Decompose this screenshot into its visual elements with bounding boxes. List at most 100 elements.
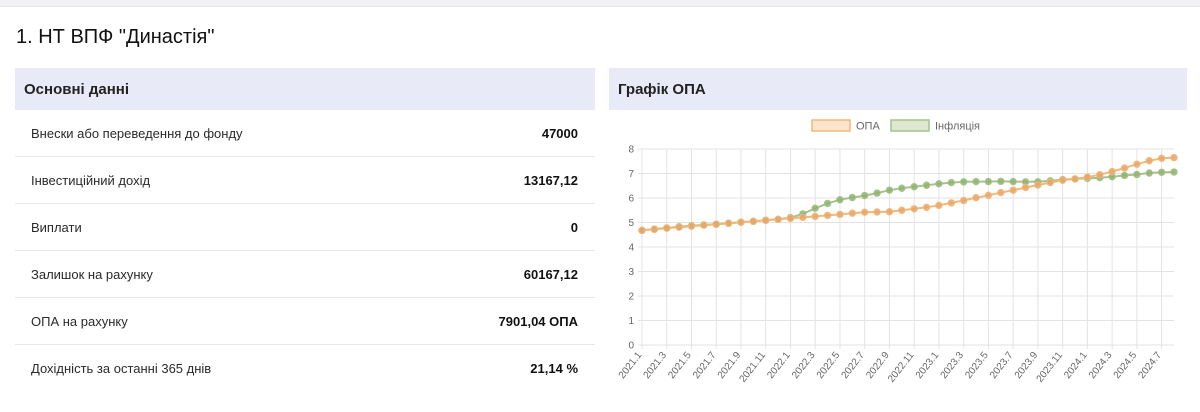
- main-info-header: Основні данні: [15, 68, 595, 110]
- y-tick-label: 8: [628, 145, 634, 156]
- x-tick-label: 2024.5: [1112, 350, 1140, 381]
- chart-panel-header: Графік ОПА: [609, 68, 1187, 110]
- info-row: Внески або переведення до фонду 47000: [15, 110, 595, 157]
- x-tick-label: 2024.7: [1136, 350, 1164, 381]
- opa-chart: 0 1 2 3 4 5 6 7 8 2021.1 2021.3 2021.5 2021.7 2021.9 2…: [609, 110, 1187, 407]
- data-point: [1071, 175, 1079, 183]
- data-point: [959, 196, 968, 205]
- info-row-label: Дохідність за останні 365 днів: [31, 360, 212, 376]
- data-point: [1083, 173, 1092, 181]
- legend-swatch: [811, 119, 851, 132]
- data-point: [947, 178, 956, 187]
- data-point: [910, 183, 918, 191]
- data-point: [724, 219, 733, 227]
- opa-chart-svg: 0123456782021.12021.32021.52021.72021.92…: [617, 119, 1178, 385]
- legend-label: ОПА: [856, 121, 880, 133]
- y-tick-label: 1: [628, 316, 634, 327]
- y-tick-label: 5: [628, 218, 634, 229]
- y-tick-label: 2: [628, 292, 634, 303]
- info-row: Виплати 0: [15, 204, 595, 251]
- data-point: [997, 177, 1005, 186]
- data-point: [848, 209, 857, 217]
- data-point: [1034, 181, 1042, 189]
- series-line-opa: [641, 156, 1175, 232]
- data-point: [799, 213, 807, 222]
- data-point: [935, 180, 943, 188]
- data-point: [811, 212, 819, 221]
- data-point: [650, 225, 659, 234]
- data-point: [700, 221, 708, 229]
- data-point: [1108, 167, 1116, 176]
- info-row-value: 13167,12: [523, 172, 578, 188]
- y-tick-label: 3: [628, 267, 634, 278]
- x-tick-label: 2021.5: [666, 350, 694, 381]
- x-tick-label: 2021.3: [642, 350, 670, 381]
- x-tick-label: 2022.7: [840, 350, 868, 381]
- data-point: [984, 177, 993, 186]
- data-point: [984, 191, 993, 200]
- data-point: [1133, 160, 1141, 168]
- data-point: [922, 181, 931, 189]
- data-point: [762, 216, 770, 224]
- data-point: [836, 196, 844, 204]
- data-point: [860, 208, 869, 216]
- data-point: [811, 204, 819, 212]
- data-point: [1157, 168, 1166, 176]
- data-point: [885, 208, 894, 216]
- info-row-label: Внески або переведення до фонду: [31, 125, 243, 141]
- legend-swatch: [890, 119, 930, 132]
- x-tick-label: 2024.1: [1062, 350, 1090, 381]
- info-row: Інвестиційний дохід 13167,12: [15, 157, 595, 204]
- data-point: [1009, 177, 1017, 186]
- x-tick-label: 2022.1: [765, 350, 793, 381]
- info-row-label: Виплати: [31, 219, 82, 235]
- data-point: [1046, 178, 1054, 187]
- data-point: [638, 226, 646, 235]
- info-row-value: 21,14 %: [530, 360, 578, 376]
- x-tick-label: 2023.7: [988, 350, 1016, 381]
- data-point: [836, 210, 844, 219]
- x-tick-label: 2024.3: [1087, 350, 1115, 381]
- main-info-panel: Основні данні Внески або переведення до …: [15, 68, 595, 391]
- data-point: [1009, 186, 1017, 194]
- y-tick-label: 6: [628, 194, 634, 205]
- x-tick-label: 2022.11: [886, 350, 917, 385]
- y-tick-label: 4: [628, 243, 634, 254]
- x-tick-label: 2023.5: [963, 350, 991, 381]
- info-row: Дохідність за останні 365 днів 21,14 %: [15, 345, 595, 391]
- data-point: [1145, 157, 1153, 165]
- data-point: [972, 177, 980, 186]
- data-point: [959, 178, 968, 186]
- info-row-label: Залишок на рахунку: [31, 266, 153, 282]
- info-row-value: 60167,12: [523, 266, 578, 282]
- data-point: [972, 194, 980, 202]
- data-point: [1120, 171, 1129, 180]
- x-tick-label: 2023.11: [1035, 350, 1066, 385]
- x-tick-label: 2021.1: [617, 350, 645, 381]
- x-tick-label: 2023.3: [939, 350, 967, 381]
- x-tick-label: 2021.11: [738, 350, 769, 385]
- info-row: Залишок на рахунку 60167,12: [15, 251, 595, 298]
- series-line-inflation: [641, 171, 1175, 232]
- y-tick-label: 0: [628, 341, 634, 352]
- data-point: [712, 220, 720, 228]
- info-row-label: Інвестиційний дохід: [31, 172, 151, 188]
- data-point: [1058, 176, 1067, 184]
- data-point: [675, 223, 683, 231]
- data-point: [737, 218, 745, 226]
- x-tick-label: 2022.3: [790, 350, 818, 381]
- data-point: [922, 203, 931, 212]
- data-point: [1170, 168, 1178, 176]
- data-point: [1021, 183, 1030, 192]
- chart-panel: Графік ОПА 0 1 2 3 4 5 6 7 8 2021.1 2021.3 2021.5 20…: [609, 68, 1187, 407]
- page-title: 1. НТ ВПФ "Династія": [16, 26, 215, 48]
- data-point: [898, 206, 906, 214]
- data-point: [1096, 171, 1104, 179]
- data-point: [898, 184, 906, 192]
- data-point: [823, 211, 832, 220]
- data-point: [786, 214, 795, 223]
- data-point: [873, 208, 881, 216]
- data-point: [774, 215, 782, 224]
- x-tick-label: 2022.5: [815, 350, 843, 381]
- main-info-rows: Внески або переведення до фонду 47000 Інве…: [15, 110, 595, 391]
